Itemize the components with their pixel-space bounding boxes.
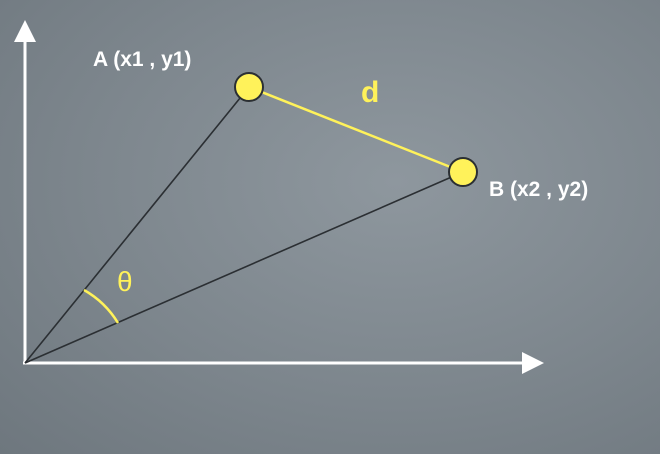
distance-segment <box>248 85 464 174</box>
distance-label: d <box>361 76 379 109</box>
point-a-label: A (x1 , y1) <box>93 48 191 71</box>
x-axis-arrowhead <box>522 352 544 374</box>
point-b-marker <box>448 157 478 187</box>
point-b-label: B (x2 , y2) <box>489 178 588 201</box>
ray-origin-to-a <box>24 86 250 364</box>
ray-origin-to-b <box>24 171 464 364</box>
angle-label: θ <box>117 266 133 297</box>
y-axis-arrowhead <box>14 20 36 42</box>
angle-arc <box>83 288 120 324</box>
point-a-marker <box>234 72 264 102</box>
